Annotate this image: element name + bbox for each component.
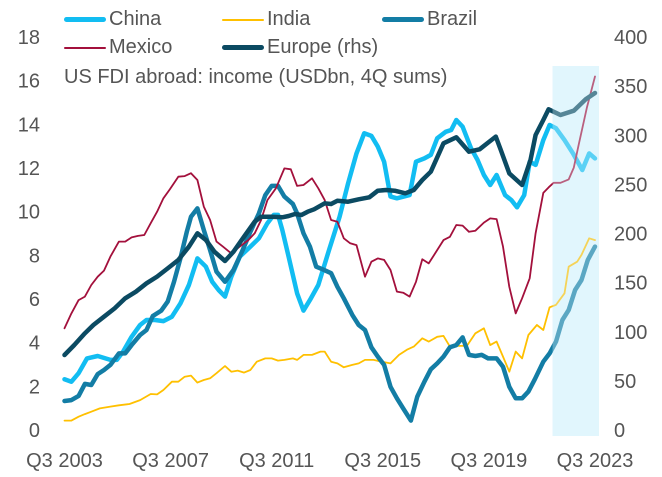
chart-subtitle: US FDI abroad: income (USDbn, 4Q sums) [64,66,448,88]
y-right-tick-label: 250 [614,174,647,196]
x-tick-label: Q3 2023 [557,450,634,472]
y-left-tick-label: 6 [29,289,40,311]
y-left-tick-label: 18 [18,27,40,49]
y-right-tick-label: 0 [614,420,625,442]
y-right-tick-label: 100 [614,322,647,344]
series-line-europe-rhs [62,90,598,358]
y-left-tick-label: 0 [29,420,40,442]
brazil-swatch [382,17,424,22]
x-tick-label: Q3 2011 [239,450,314,472]
series-line-mexico [63,75,596,330]
series-line-china [62,117,598,384]
y-left-tick-label: 2 [29,376,40,398]
x-tick-label: Q3 2019 [451,450,528,472]
legend-label-mexico: Mexico [109,36,173,58]
europe-swatch [222,45,264,50]
legend-label-china: China [109,8,162,30]
x-tick-label: Q3 2003 [26,450,103,472]
y-right-tick-label: 200 [614,224,647,246]
y-left-tick-label: 16 [18,71,40,93]
y-right-tick-label: 50 [614,371,636,393]
y-left-tick-label: 14 [18,114,40,136]
y-right-tick-label: 400 [614,27,647,49]
series-line-india [63,237,596,422]
legend-item-europe: Europe (rhs) [222,36,378,59]
y-left-tick-label: 12 [18,158,40,180]
y-right-tick-label: 300 [614,125,647,147]
mexico-swatch [64,46,106,49]
china-swatch [64,17,106,22]
legend-item-mexico: Mexico [64,36,172,59]
series-line-brazil [62,183,598,423]
legend-label-india: India [267,8,311,30]
legend-item-china: China [64,8,161,31]
y-left-tick-label: 10 [18,202,40,224]
legend-item-brazil: Brazil [382,8,477,31]
y-right-tick-label: 150 [614,273,647,295]
shaded-region-overlay [552,66,599,436]
y-left-tick-label: 4 [29,333,40,355]
y-right-tick-label: 350 [614,76,647,98]
legend-label-europe: Europe (rhs) [267,36,379,58]
india-swatch [222,18,264,21]
legend-item-india: India [222,8,310,31]
x-tick-label: Q3 2007 [132,450,209,472]
legend-label-brazil: Brazil [427,8,478,30]
x-tick-label: Q3 2015 [344,450,421,472]
y-left-tick-label: 8 [29,245,40,267]
